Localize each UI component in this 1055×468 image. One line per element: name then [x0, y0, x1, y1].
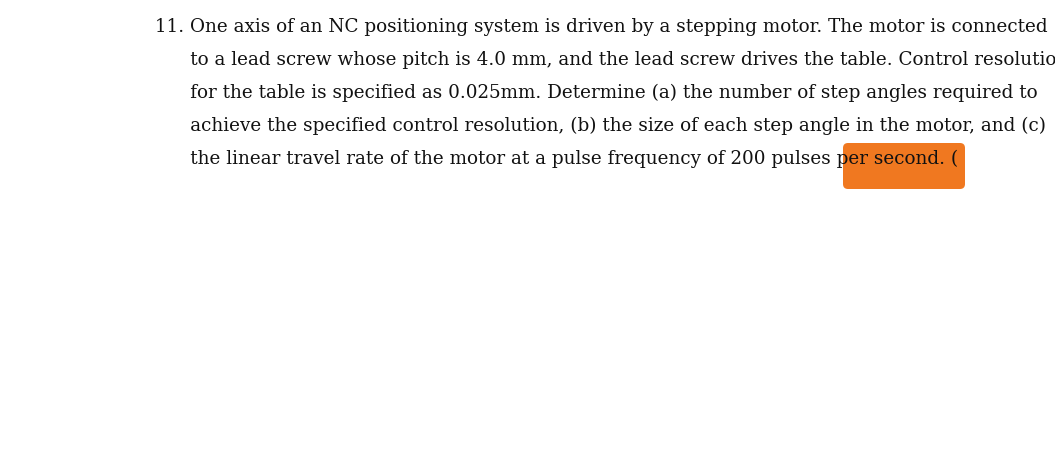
Text: 11. One axis of an NC positioning system is driven by a stepping motor. The moto: 11. One axis of an NC positioning system… [155, 18, 1048, 36]
Text: for the table is specified as 0.025mm. Determine (a) the number of step angles r: for the table is specified as 0.025mm. D… [155, 84, 1038, 102]
Text: to a lead screw whose pitch is 4.0 mm, and the lead screw drives the table. Cont: to a lead screw whose pitch is 4.0 mm, a… [155, 51, 1055, 69]
FancyBboxPatch shape [843, 143, 965, 189]
Text: the linear travel rate of the motor at a pulse frequency of 200 pulses per secon: the linear travel rate of the motor at a… [155, 150, 958, 168]
Text: achieve the specified control resolution, (b) the size of each step angle in the: achieve the specified control resolution… [155, 117, 1046, 135]
